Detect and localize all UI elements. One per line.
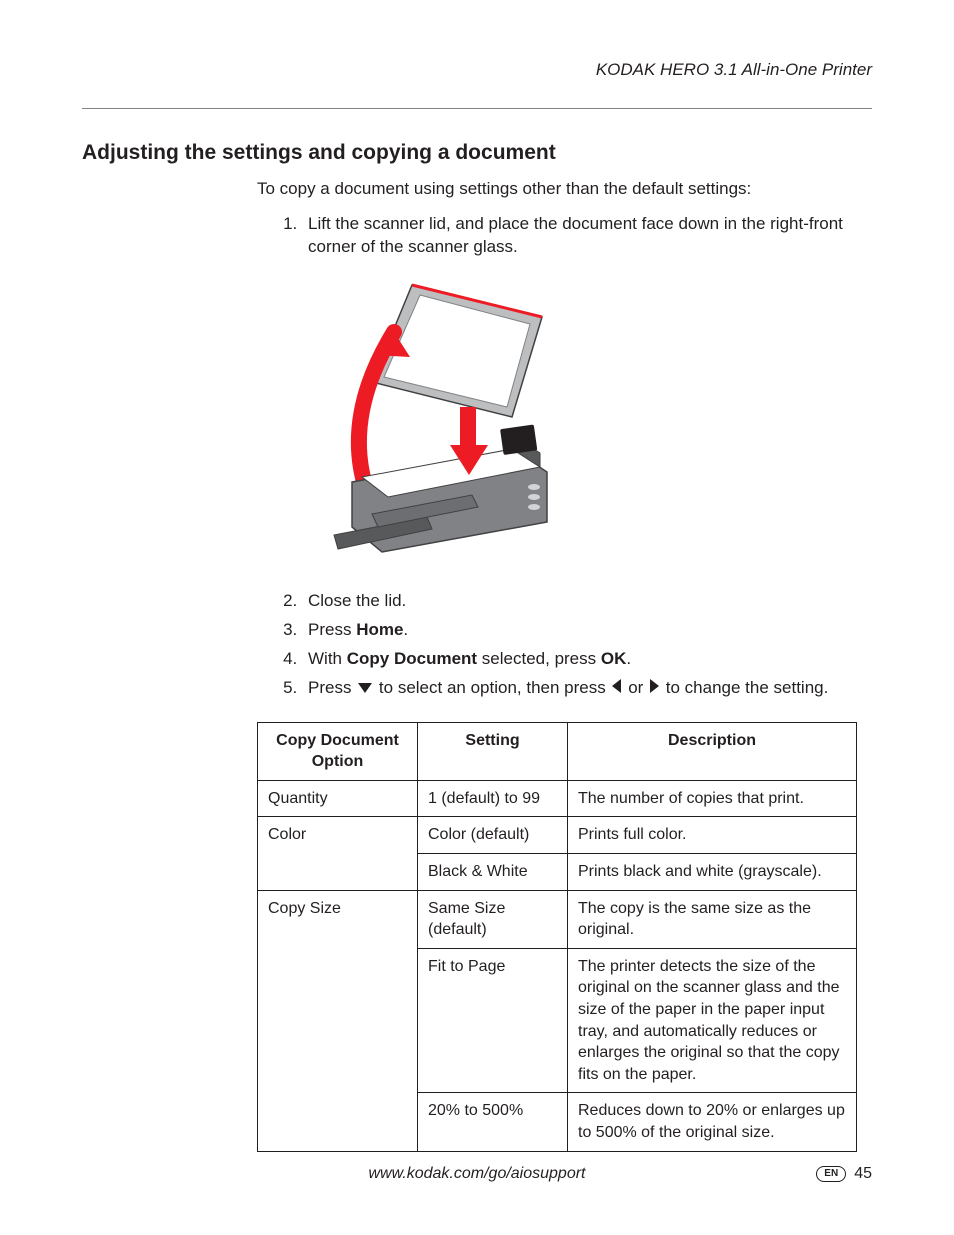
step-4-pre: With	[308, 649, 347, 668]
section-heading: Adjusting the settings and copying a doc…	[82, 141, 872, 165]
step-1: Lift the scanner lid, and place the docu…	[302, 213, 872, 259]
cell-empty	[258, 854, 418, 891]
table-row: Quantity 1 (default) to 99 The number of…	[258, 780, 857, 817]
settings-table: Copy Document Option Setting Description…	[257, 722, 857, 1152]
table-row: Black & White Prints black and white (gr…	[258, 854, 857, 891]
page-number: 45	[854, 1165, 872, 1182]
footer-page-number: EN 45	[816, 1165, 872, 1183]
th-option: Copy Document Option	[258, 722, 418, 780]
step-2: Close the lid.	[302, 590, 872, 613]
cell: The number of copies that print.	[568, 780, 857, 817]
cell: 1 (default) to 99	[418, 780, 568, 817]
header-product-title: KODAK HERO 3.1 All-in-One Printer	[82, 60, 872, 80]
step-5: Press to select an option, then press or…	[302, 677, 872, 700]
th-description: Description	[568, 722, 857, 780]
steps-list: Lift the scanner lid, and place the docu…	[282, 213, 872, 700]
footer-url: www.kodak.com/go/aiosupport	[82, 1165, 872, 1183]
step-4-ok: OK	[601, 649, 627, 668]
step-3: Press Home.	[302, 619, 872, 642]
table-row: Fit to Page The printer detects the size…	[258, 948, 857, 1093]
printer-illustration	[312, 277, 872, 572]
th-setting: Setting	[418, 722, 568, 780]
cell: Color	[258, 817, 418, 854]
step-3-pre: Press	[308, 620, 356, 639]
cell: Black & White	[418, 854, 568, 891]
step-5-post: to change the setting.	[666, 678, 829, 697]
right-arrow-icon	[650, 677, 659, 700]
cell: Copy Size	[258, 890, 418, 948]
cell-empty	[258, 1093, 418, 1151]
table-row: 20% to 500% Reduces down to 20% or enlar…	[258, 1093, 857, 1151]
step-4-post: .	[626, 649, 631, 668]
intro-text: To copy a document using settings other …	[257, 179, 872, 199]
cell: Color (default)	[418, 817, 568, 854]
step-5-pre: Press	[308, 678, 356, 697]
cell: 20% to 500%	[418, 1093, 568, 1151]
cell: Quantity	[258, 780, 418, 817]
step-4: With Copy Document selected, press OK.	[302, 648, 872, 671]
step-5-mid1: to select an option, then press	[379, 678, 611, 697]
cell: The printer detects the size of the orig…	[568, 948, 857, 1093]
lang-badge: EN	[816, 1166, 846, 1182]
cell: Prints black and white (grayscale).	[568, 854, 857, 891]
table-row: Copy Size Same Size (default) The copy i…	[258, 890, 857, 948]
step-3-home: Home	[356, 620, 403, 639]
table-row: Color Color (default) Prints full color.	[258, 817, 857, 854]
step-5-or: or	[628, 678, 648, 697]
step-3-post: .	[403, 620, 408, 639]
step-4-copydoc: Copy Document	[347, 649, 477, 668]
step-4-mid: selected, press	[477, 649, 601, 668]
down-arrow-icon	[358, 677, 372, 700]
cell: Same Size (default)	[418, 890, 568, 948]
page-footer: www.kodak.com/go/aiosupport EN 45	[82, 1165, 872, 1183]
cell: Prints full color.	[568, 817, 857, 854]
cell: Fit to Page	[418, 948, 568, 1093]
cell: The copy is the same size as the origina…	[568, 890, 857, 948]
left-arrow-icon	[612, 677, 621, 700]
header-rule	[82, 108, 872, 109]
cell-empty	[258, 948, 418, 1093]
table-header-row: Copy Document Option Setting Description	[258, 722, 857, 780]
cell: Reduces down to 20% or enlarges up to 50…	[568, 1093, 857, 1151]
